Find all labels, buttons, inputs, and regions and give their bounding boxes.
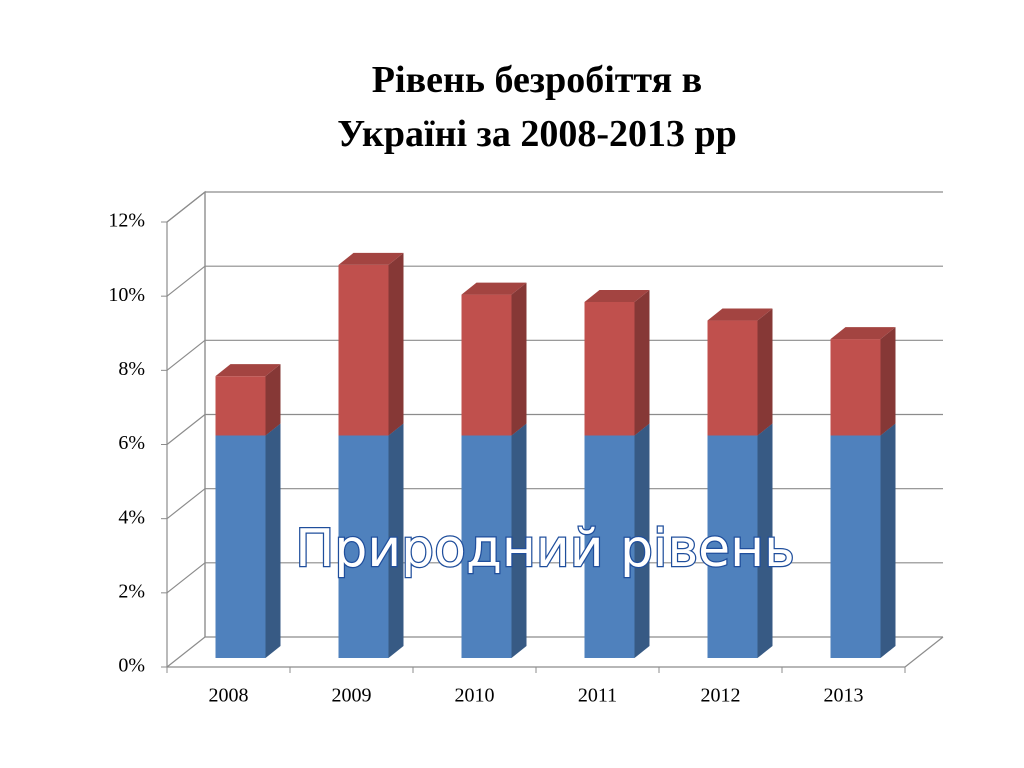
x-tick-label: 2012 (701, 685, 741, 707)
y-tick-label: 6% (118, 432, 145, 454)
x-tick-label: 2010 (455, 685, 495, 707)
grid-line (166, 562, 943, 594)
x-tick-label: 2009 (332, 685, 372, 707)
y-tick-label: 0% (118, 655, 145, 677)
bar-top (830, 327, 896, 340)
y-tick-label: 12% (108, 210, 145, 232)
bar-top (215, 364, 281, 377)
bar-side (511, 282, 527, 436)
bar-side (757, 423, 773, 658)
bar (461, 435, 512, 658)
bar (830, 435, 881, 658)
bar-side (265, 423, 281, 658)
bar (584, 435, 635, 658)
bar-side (880, 327, 896, 436)
annotation: Природний рівень (295, 519, 795, 579)
bar (215, 435, 266, 658)
bar-side (757, 308, 773, 436)
x-tick-label: 2013 (824, 685, 864, 707)
grid-line (166, 636, 943, 668)
bar-side (634, 423, 650, 658)
grid-line (166, 265, 943, 297)
bar (461, 294, 512, 436)
grid-line (166, 339, 943, 371)
chart-title: Рівень безробіття в (372, 59, 702, 101)
bar (707, 320, 758, 436)
y-tick-label: 8% (118, 358, 145, 380)
bar-side (511, 423, 527, 658)
x-tick-label: 2011 (578, 685, 617, 707)
chart-title: Україні за 2008-2013 рр (337, 113, 737, 155)
grid-line (166, 191, 943, 223)
y-tick-label: 4% (118, 506, 145, 528)
bar-top (461, 282, 527, 295)
y-tick-label: 10% (108, 284, 145, 306)
bar (584, 302, 635, 436)
bar-side (265, 364, 281, 436)
bar (707, 435, 758, 658)
bar-side (388, 423, 404, 658)
bar-top (338, 252, 404, 265)
bar-top (707, 308, 773, 321)
y-tick-label: 2% (118, 580, 145, 602)
grid-line (166, 413, 943, 445)
grid-line (166, 488, 943, 520)
bar (830, 339, 881, 436)
bar (215, 376, 266, 436)
bar (338, 264, 389, 436)
bar-side (388, 252, 404, 436)
bar-side (634, 290, 650, 436)
bar-side (880, 423, 896, 658)
floor (167, 636, 944, 668)
bar-top (584, 290, 650, 302)
x-tick-label: 2008 (209, 685, 249, 707)
bar (338, 435, 389, 658)
